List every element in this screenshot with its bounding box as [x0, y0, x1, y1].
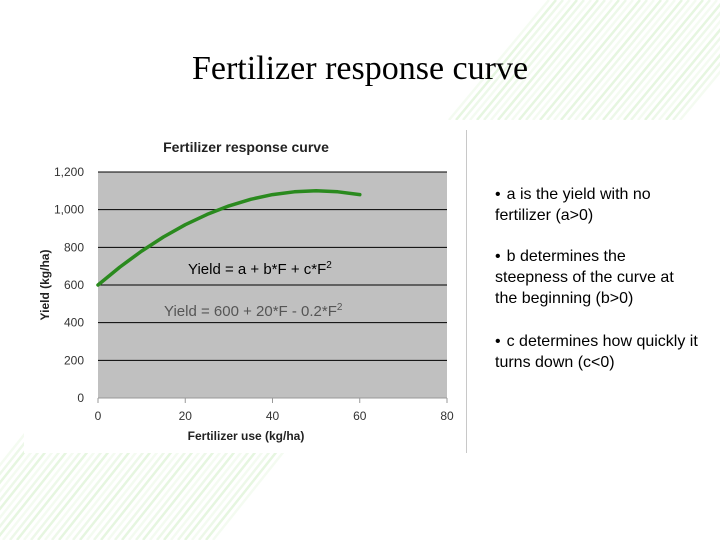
x-tick-label: 0 [95, 409, 102, 423]
x-tick-label: 60 [353, 409, 367, 423]
y-tick-label: 400 [64, 316, 84, 330]
x-tick-label: 80 [440, 409, 454, 423]
x-axis-label: Fertilizer use (kg/ha) [188, 429, 305, 443]
bullet-list: • a is the yield with no fertilizer (a>0)… [495, 184, 700, 393]
y-tick-label: 200 [64, 353, 84, 367]
x-tick-label: 40 [266, 409, 280, 423]
bullet-text: c determines how quickly it turns down (… [495, 333, 698, 371]
slide-title: Fertilizer response curve [191, 50, 529, 87]
bullet-item: • c determines how quickly it turns down … [495, 333, 698, 371]
bullet-item: • a is the yield with no fertilizer (a>0) [495, 186, 651, 224]
bullet-text: b determines the steepness of the curve … [495, 248, 674, 307]
y-tick-label: 800 [64, 240, 84, 254]
chart-title: Fertilizer response curve [163, 139, 329, 155]
bullet-text: a is the yield with no fertilizer (a>0) [495, 186, 651, 224]
formula-specific: Yield = 600 + 20*F - 0.2*F2 [164, 302, 343, 320]
y-axis-label: Yield (kg/ha) [38, 250, 52, 321]
y-tick-label: 1,200 [54, 165, 84, 179]
chart-container: Fertilizer response curve 0 200 400 600 800 1… [24, 130, 467, 453]
yield-curve-line [96, 189, 362, 287]
x-tick-label: 20 [179, 409, 193, 423]
bullet-item: • b determines the steepness of the curve… [495, 248, 674, 307]
formula-general: Yield = a + b*F + c*F2 [188, 260, 332, 278]
y-tick-label: 0 [77, 391, 84, 405]
y-tick-label: 600 [64, 278, 84, 292]
y-tick-label: 1,000 [54, 203, 84, 217]
chart: Fertilizer response curve 02004006008001… [38, 139, 454, 443]
